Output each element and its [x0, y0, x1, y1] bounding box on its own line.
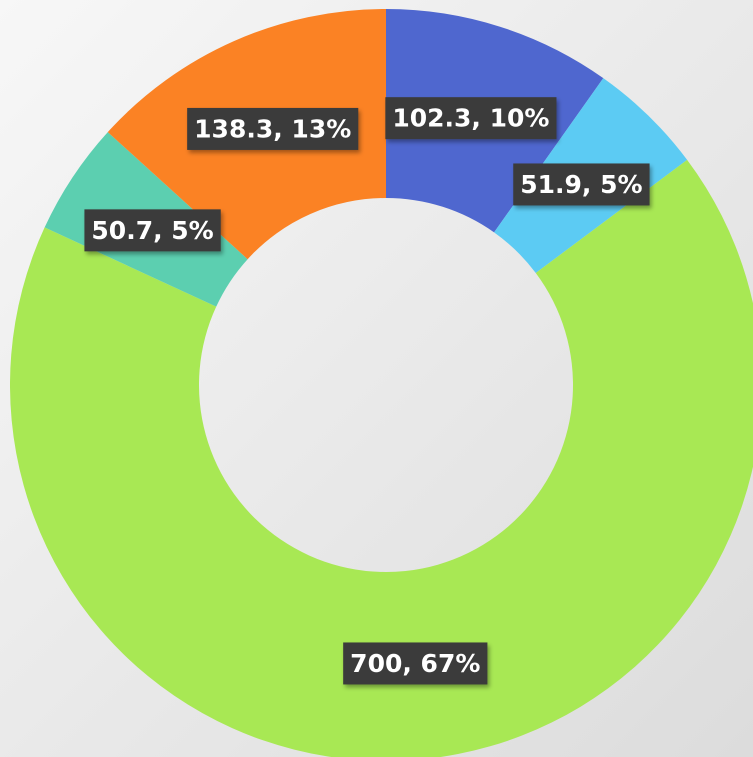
- data-label-box: [187, 107, 359, 150]
- data-label-box: [84, 209, 221, 252]
- labels: 102.3, 10% 51.9, 5% 700, 67% 50.7, 5% 138.3,…: [84, 97, 650, 685]
- data-label: 102.3, 10%: [392, 104, 549, 133]
- data-label: 50.7, 5%: [91, 216, 213, 245]
- data-label-box: [343, 642, 488, 685]
- data-label-box: [385, 97, 557, 140]
- data-label-box: [513, 163, 650, 206]
- data-label: 138.3, 13%: [194, 114, 351, 143]
- data-label: 700, 67%: [350, 649, 480, 678]
- donut-slice: [10, 159, 753, 757]
- data-label: 51.9, 5%: [520, 170, 642, 199]
